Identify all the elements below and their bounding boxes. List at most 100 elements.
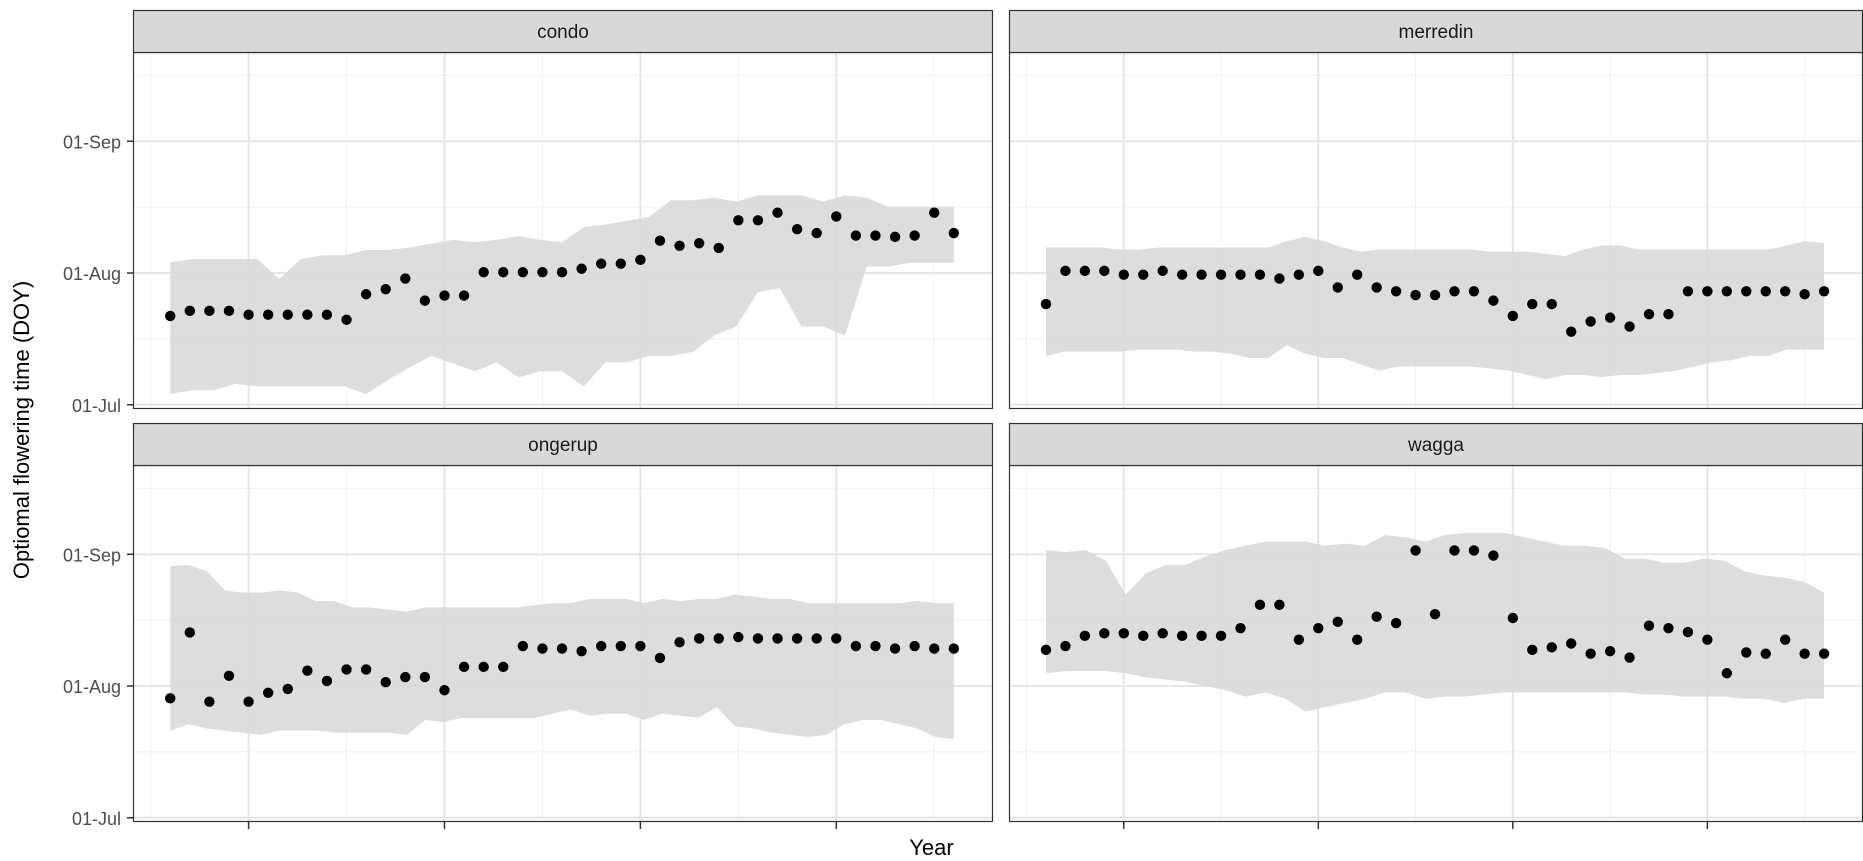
data-point	[360, 289, 372, 300]
data-point	[439, 685, 450, 696]
facet-strip	[1008, 422, 1863, 467]
data-point	[1118, 269, 1129, 280]
data-point	[1390, 286, 1402, 297]
data-point	[1799, 648, 1810, 659]
data-point	[674, 637, 685, 648]
data-point	[478, 266, 489, 278]
data-point	[889, 643, 901, 654]
data-point	[1429, 289, 1441, 301]
facet-wagga: wagga	[1008, 422, 1863, 829]
data-point	[1624, 652, 1635, 663]
data-point	[1663, 623, 1674, 634]
data-point	[1585, 316, 1596, 327]
data-point	[1040, 298, 1052, 310]
data-point	[1254, 599, 1266, 611]
data-point	[889, 231, 901, 243]
data-point	[1468, 286, 1480, 297]
data-point	[165, 693, 176, 704]
data-point	[1818, 286, 1830, 297]
data-point	[1624, 321, 1635, 332]
data-point	[223, 305, 235, 317]
data-point	[1293, 634, 1305, 645]
data-point	[419, 295, 431, 306]
data-point	[360, 664, 372, 675]
data-point	[282, 683, 293, 695]
data-point	[1176, 269, 1188, 280]
data-point	[262, 687, 274, 698]
data-point	[693, 633, 705, 644]
data-point	[1293, 269, 1305, 280]
data-point	[204, 696, 215, 707]
data-point	[1313, 265, 1324, 277]
data-point	[262, 309, 274, 320]
data-point	[811, 227, 822, 239]
data-point	[1760, 648, 1771, 659]
data-point	[1215, 630, 1227, 642]
data-point	[380, 283, 391, 295]
facet-merredin: merredin	[1008, 9, 1863, 410]
data-point	[772, 633, 783, 644]
data-point	[1585, 648, 1596, 659]
data-point	[752, 215, 764, 226]
data-point	[948, 227, 960, 239]
x-axis-title: Year	[909, 835, 954, 860]
data-point	[1682, 626, 1694, 638]
data-point	[850, 640, 862, 652]
data-point	[1527, 644, 1538, 656]
data-point	[1079, 630, 1091, 642]
data-point	[1741, 647, 1752, 658]
data-point	[1663, 309, 1674, 320]
data-point	[1449, 545, 1460, 556]
data-point	[1099, 265, 1110, 277]
data-point	[1060, 640, 1071, 652]
data-point	[478, 661, 489, 673]
data-point	[223, 670, 235, 681]
data-point	[1507, 310, 1519, 322]
data-point	[302, 665, 313, 676]
y-tick-label: 01-Aug	[63, 264, 121, 284]
data-point	[184, 305, 196, 317]
data-point	[1721, 286, 1733, 297]
data-point	[458, 661, 470, 673]
data-point	[811, 633, 822, 644]
data-point	[341, 664, 352, 675]
data-point	[282, 309, 293, 320]
data-point	[1352, 634, 1363, 645]
data-point	[1040, 644, 1052, 656]
data-point	[400, 671, 411, 683]
data-point	[1410, 289, 1421, 301]
y-tick-label: 01-Sep	[63, 132, 121, 152]
data-point	[1274, 273, 1285, 284]
data-point	[772, 207, 783, 218]
data-point	[693, 238, 705, 249]
confidence-band	[1046, 533, 1825, 712]
data-point	[1546, 298, 1557, 310]
data-point	[1566, 326, 1577, 337]
data-point	[850, 230, 862, 241]
data-point	[1527, 298, 1538, 310]
data-point	[537, 266, 548, 278]
data-point	[1060, 265, 1071, 277]
data-point	[1196, 630, 1207, 642]
data-point	[1604, 312, 1616, 323]
data-point	[1546, 642, 1557, 653]
data-point	[243, 696, 254, 707]
data-point	[733, 215, 744, 226]
data-point	[713, 242, 724, 254]
data-point	[341, 314, 352, 325]
data-point	[1488, 550, 1499, 561]
y-tick-label: 01-Jul	[72, 809, 121, 829]
data-point	[1410, 545, 1421, 556]
data-point	[1138, 269, 1149, 280]
data-point	[1390, 617, 1402, 629]
data-point	[870, 640, 881, 652]
confidence-band	[170, 195, 954, 395]
y-tick-label: 01-Jul	[72, 396, 121, 416]
data-point	[948, 643, 960, 654]
data-point	[400, 273, 411, 284]
data-point	[1176, 630, 1188, 642]
facet-strip-label: wagga	[1407, 435, 1464, 456]
data-point	[1818, 648, 1830, 659]
data-point	[1118, 628, 1129, 639]
